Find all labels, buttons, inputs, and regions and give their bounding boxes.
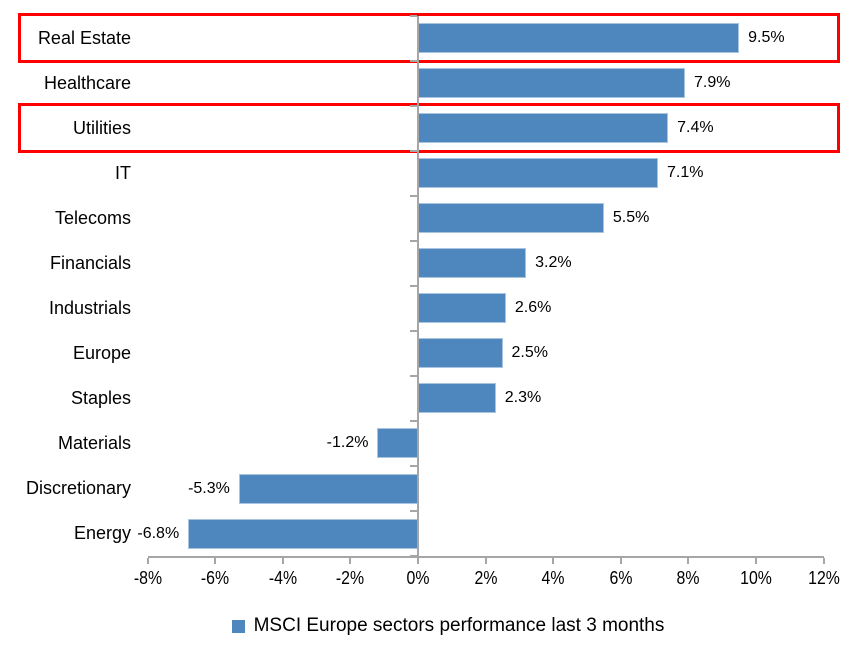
category-axis-tick [410, 14, 417, 17]
category-label: Materials [57, 432, 131, 453]
category-axis-tick [410, 374, 417, 377]
data-label: 3.2% [535, 254, 572, 272]
value-axis-tick-label: -8% [133, 568, 162, 588]
value-axis-tick-label: 8% [676, 568, 700, 588]
category-axis-tick [410, 465, 417, 467]
category-label: Telecoms [54, 207, 131, 228]
bar-energy [188, 518, 418, 549]
value-axis-tick [417, 557, 419, 564]
bar-healthcare [418, 68, 686, 99]
data-label: 7.4% [677, 119, 714, 137]
value-axis-tick [484, 557, 487, 564]
category-axis-tick [410, 329, 417, 332]
value-axis-tick [619, 557, 622, 564]
category-axis-tick [410, 419, 417, 422]
category-label: IT [115, 162, 131, 183]
category-label: Utilities [72, 117, 131, 138]
value-axis-tick [822, 557, 825, 564]
category-axis-tick [410, 104, 417, 107]
value-axis-tick-label: 12% [807, 568, 840, 588]
data-label: -5.3% [188, 479, 230, 497]
bar-materials [377, 428, 418, 459]
value-axis-tick-label: 2% [474, 568, 498, 588]
data-label: 2.5% [511, 344, 548, 362]
value-axis-tick-label: -4% [268, 568, 297, 588]
data-label: -6.8% [137, 524, 180, 542]
category-label: Europe [72, 342, 131, 363]
category-label: Real Estate [37, 27, 131, 48]
data-label: 2.3% [504, 389, 542, 407]
category-axis-tick [410, 59, 417, 62]
value-axis-tick-label: 4% [541, 568, 565, 588]
data-label: 9.5% [748, 29, 785, 47]
value-axis-tick [755, 557, 757, 564]
value-axis-tick [281, 557, 284, 564]
bar-it [418, 158, 658, 189]
bar-real-estate [418, 23, 740, 54]
category-label: Financials [49, 252, 131, 273]
bar-industrials [418, 293, 506, 324]
bar-staples [418, 383, 496, 414]
data-label: 7.1% [666, 164, 704, 182]
value-axis-tick-label: -6% [201, 568, 230, 588]
value-axis-tick [687, 557, 690, 564]
category-axis-tick [410, 510, 417, 513]
data-label: 7.9% [694, 74, 731, 92]
chart-legend: MSCI Europe sectors performance last 3 m… [22, 612, 852, 640]
value-axis-tick [214, 557, 217, 564]
bar-financials [418, 248, 527, 279]
value-axis-tick-label: 0% [406, 568, 430, 588]
data-label: 2.6% [514, 299, 552, 317]
category-axis-tick [410, 239, 417, 242]
bar-europe [418, 338, 503, 369]
category-label: Staples [70, 387, 131, 408]
value-axis-tick [552, 557, 555, 564]
value-axis-tick [349, 557, 352, 564]
bar-telecoms [418, 203, 604, 234]
legend-swatch-icon [231, 619, 245, 633]
category-label: Healthcare [43, 72, 131, 93]
value-axis-tick [146, 557, 149, 564]
data-label: 5.5% [612, 209, 650, 227]
value-axis-tick-label: 6% [609, 568, 633, 588]
data-label: -1.2% [326, 434, 369, 452]
bar-discretionary [238, 473, 418, 504]
value-axis-tick-label: 10% [740, 568, 772, 588]
category-axis-tick [410, 149, 417, 152]
category-axis-line [417, 15, 419, 556]
bar-utilities [418, 113, 669, 144]
category-axis-tick [410, 194, 417, 197]
category-label: Industrials [48, 297, 131, 318]
category-label: Energy [73, 523, 131, 544]
category-axis-tick [410, 284, 417, 287]
category-label: Discretionary [25, 478, 131, 499]
value-axis-tick-label: -2% [336, 568, 365, 588]
legend-label: MSCI Europe sectors performance last 3 m… [253, 615, 665, 636]
value-axis-line [148, 555, 824, 558]
